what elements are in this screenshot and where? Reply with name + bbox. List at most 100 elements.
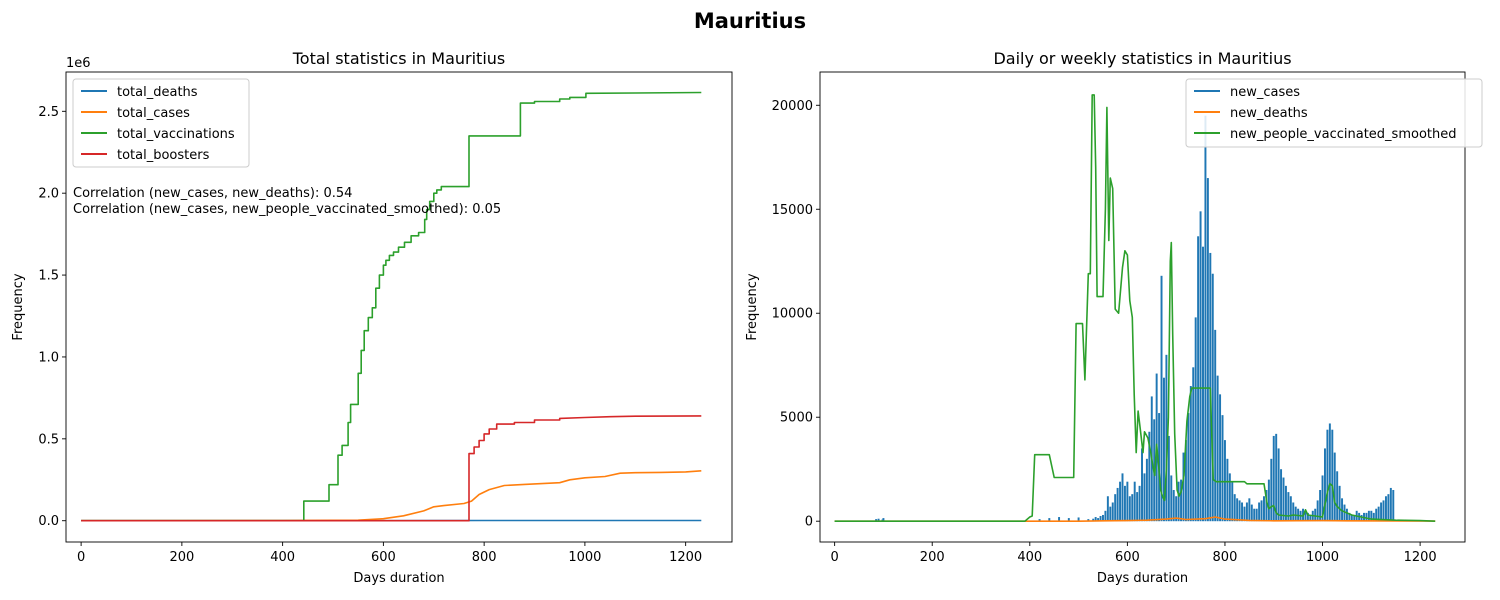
bar-new_cases [1258,502,1261,522]
legend: total_deaths total_cases total_vaccination… [72,78,250,168]
x-tick-label: 600 [371,550,396,565]
bar-new_cases [1184,440,1187,522]
bar-new_cases [1133,481,1136,522]
bar-new_cases [1138,485,1141,522]
bar-new_cases [1314,508,1317,522]
y-tick-label: 0.5 [38,432,59,447]
bar-new_cases [1328,423,1331,522]
bar-new_cases [1116,487,1119,522]
bar-new_cases [1287,492,1290,522]
bar-new_cases [1284,485,1287,522]
bar-new_cases [1102,514,1104,522]
plot-frame [65,71,733,543]
bar-new_cases [1265,490,1268,522]
bar-new_cases [1238,500,1241,522]
bar-new_cases [1326,429,1329,522]
bar-new_cases [1336,471,1339,522]
legend-label: total_cases [117,106,190,121]
bar-new_cases [1294,506,1297,522]
bar-new_cases [1187,413,1190,522]
y-tick-label: 1.5 [38,269,59,284]
y-tick-label: 1.0 [38,350,59,365]
bar-new_cases [1331,429,1334,522]
bar-new_cases [1343,504,1346,522]
x-tick-label: 0 [830,550,838,565]
bar-new_cases [1175,496,1178,522]
legend: new_cases new_deaths new_people_vaccinated… [1185,78,1483,148]
bar-new_cases [1077,517,1080,522]
bar-new_cases [1114,494,1117,522]
line-total_vaccinations [81,91,702,522]
bar-new_cases [1292,502,1295,522]
bar-new_cases [1094,517,1097,522]
bar-new_cases [1099,516,1102,522]
bar-new_cases [1375,508,1378,522]
bar-new_cases [1177,481,1180,522]
bar-new_cases [1226,458,1229,522]
x-axis-label: Days duration [1097,571,1188,586]
bar-new_cases [1148,431,1151,522]
legend-label: new_people_vaccinated_smoothed [1230,127,1456,142]
bar-new_cases [1143,473,1146,522]
bar-new_cases [1131,494,1134,522]
bar-new_cases [1380,502,1383,522]
bar-new_cases [1321,475,1324,522]
y-tick-label: 2.0 [38,187,59,202]
x-tick-label: 1200 [669,550,702,565]
x-tick-label: 1000 [568,550,601,565]
y-tick-label: 0 [805,515,813,530]
bar-new_cases [1323,448,1326,522]
bar-new_cases [1389,487,1392,522]
bar-new_cases [1270,458,1273,522]
bar-new_cases [1280,469,1283,522]
bar-new_cases [1038,519,1041,522]
bar-new_cases [1204,115,1207,522]
bar-new_cases [1194,317,1197,522]
bar-new_cases [1128,496,1131,522]
bar-new_cases [1348,512,1351,522]
bar-new_cases [1248,498,1251,522]
legend-label: new_deaths [1230,106,1308,121]
bar-new_cases [1350,514,1353,522]
bar-new_cases [1111,502,1114,522]
bar-new_cases [1160,275,1163,522]
bar-new_cases [1172,490,1175,522]
x-tick-label: 1200 [1404,550,1437,565]
bar-new_cases [1180,479,1183,522]
bar-new_cases [1123,485,1126,522]
bar-new_cases [1219,394,1222,522]
bar-new_cases [1384,496,1387,522]
bar-new_cases [1067,518,1070,522]
bar-new_cases [1216,375,1219,522]
chart-daily-statistics: Daily or weekly statistics in Mauritius D… [745,49,1483,586]
bar-new_cases [1104,510,1107,522]
y-tick-label: 20000 [772,99,813,114]
figure-suptitle: Mauritius [694,9,806,33]
x-tick-label: 800 [1213,550,1238,565]
x-tick-label: 400 [270,550,295,565]
bar-new_cases [1289,496,1292,522]
bar-new_cases [1206,178,1209,522]
bar-new_cases [1316,500,1319,522]
line-total_boosters [81,415,702,522]
x-tick-label: 200 [920,550,945,565]
bar-new_cases [1282,477,1285,522]
bar-new_cases [1126,481,1129,522]
bar-new_cases [1058,517,1061,522]
bar-new_cases [1253,508,1256,522]
chart-title: Total statistics in Mauritius [292,49,506,68]
bar-new_cases [1165,354,1168,522]
bar-new_cases [1387,494,1390,522]
bar-new_cases [1250,504,1253,522]
bar-new_cases [1392,490,1395,522]
x-tick-label: 0 [77,550,85,565]
chart-total-statistics: Total statistics in Mauritius Days durati… [11,49,733,586]
x-tick-label: 800 [472,550,497,565]
bar-new_cases [1202,246,1204,522]
x-axis-label: Days duration [353,571,444,586]
x-tick-label: 200 [169,550,194,565]
bar-new_cases [1048,518,1051,522]
bar-new_cases [1245,502,1248,522]
bar-new_cases [1304,510,1307,522]
bar-new_cases [1333,452,1336,522]
